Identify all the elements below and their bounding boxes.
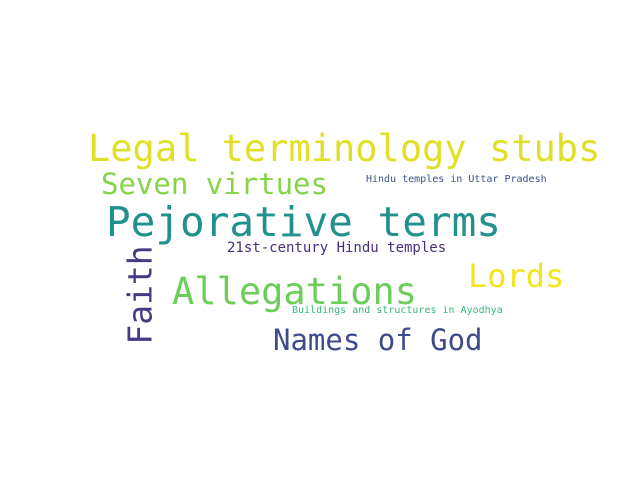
word-lords: Lords: [468, 257, 565, 295]
word-21st-century-hindu-temples: 21st-century Hindu temples: [227, 240, 447, 256]
word-allegations: Allegations: [172, 270, 418, 313]
word-pejorative-terms: Pejorative terms: [106, 198, 501, 246]
word-hindu-temples-in-uttar-pradesh: Hindu temples in Uttar Pradesh: [366, 174, 547, 185]
word-legal-terminology-stubs: Legal terminology stubs: [88, 127, 601, 170]
word-faith: Faith: [120, 245, 160, 345]
word-buildings-and-structures-in-ayodhya: Buildings and structures in Ayodhya: [292, 305, 503, 316]
word-seven-virtues: Seven virtues: [101, 167, 328, 201]
word-names-of-god: Names of God: [273, 323, 483, 357]
